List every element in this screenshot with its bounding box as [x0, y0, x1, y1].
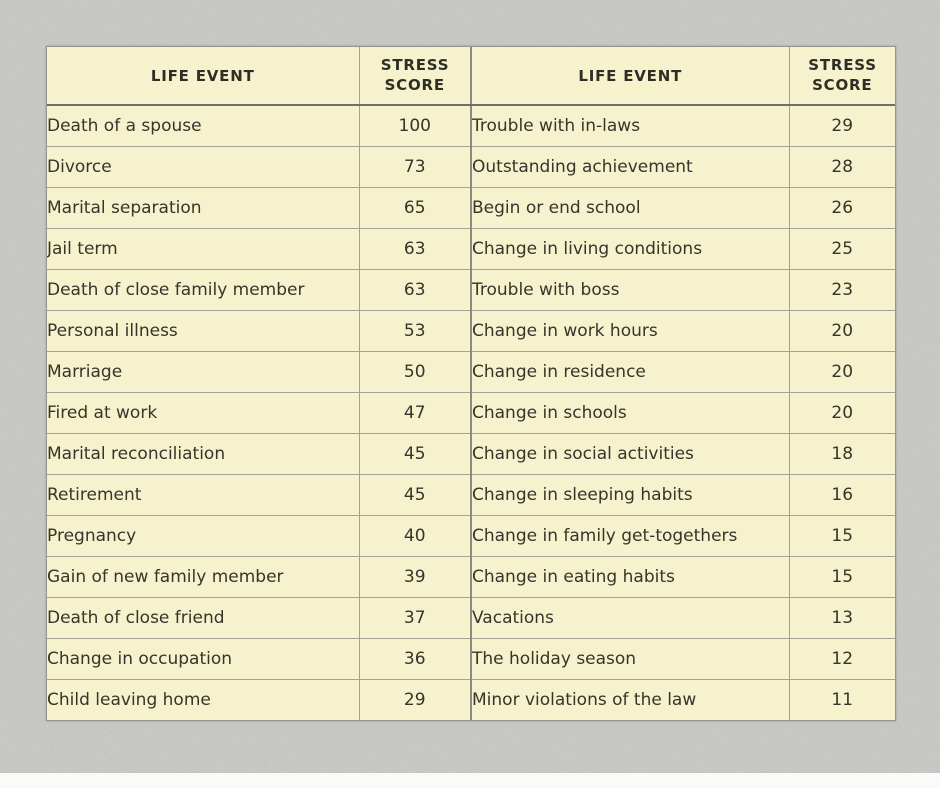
left-event-cell: Jail term: [47, 228, 359, 270]
table-row: Retirement 45 Change in sleeping habits 16: [47, 474, 895, 516]
table-header: LIFE EVENT STRESS SCORE LIFE EVENT STRES…: [47, 47, 895, 106]
left-event-cell: Marital separation: [47, 187, 359, 229]
stress-score-header-left-label: STRESS SCORE: [380, 56, 450, 94]
life-event-header-left: LIFE EVENT: [47, 47, 359, 106]
right-event-cell: Trouble with in-laws: [470, 104, 789, 147]
left-score-cell: 50: [358, 351, 471, 393]
left-event-cell: Marriage: [47, 351, 359, 393]
right-event-cell: Trouble with boss: [470, 269, 789, 311]
left-event-cell: Fired at work: [47, 392, 359, 434]
left-score-cell: 29: [358, 679, 471, 720]
right-score-cell: 20: [788, 351, 895, 393]
right-score-cell: 11: [788, 679, 895, 720]
left-event-cell: Change in occupation: [47, 638, 359, 680]
table-row: Divorce 73 Outstanding achievement 28: [47, 146, 895, 188]
right-event-cell: Change in social activities: [470, 433, 789, 475]
left-score-cell: 45: [358, 474, 471, 516]
right-score-cell: 28: [788, 146, 895, 188]
right-score-cell: 20: [788, 310, 895, 352]
table-row: Death of close family member 63 Trouble wi…: [47, 269, 895, 311]
right-event-cell: Change in residence: [470, 351, 789, 393]
left-score-cell: 100: [358, 104, 471, 147]
right-score-cell: 13: [788, 597, 895, 639]
table-row: Child leaving home 29 Minor violations of …: [47, 679, 895, 720]
right-event-cell: The holiday season: [470, 638, 789, 680]
right-score-cell: 18: [788, 433, 895, 475]
right-event-cell: Change in sleeping habits: [470, 474, 789, 516]
table-row: Marital separation 65 Begin or end school 2…: [47, 187, 895, 229]
left-score-cell: 37: [358, 597, 471, 639]
right-score-cell: 15: [788, 556, 895, 598]
table-row: Personal illness 53 Change in work hours 20: [47, 310, 895, 352]
table-row: Pregnancy 40 Change in family get-together…: [47, 515, 895, 557]
left-event-cell: Death of close friend: [47, 597, 359, 639]
header-row: LIFE EVENT STRESS SCORE LIFE EVENT STRES…: [47, 47, 895, 106]
left-event-cell: Marital reconciliation: [47, 433, 359, 475]
right-event-cell: Minor violations of the law: [470, 679, 789, 720]
left-score-cell: 45: [358, 433, 471, 475]
right-score-cell: 15: [788, 515, 895, 557]
right-score-cell: 29: [788, 104, 895, 147]
stress-score-header-right: STRESS SCORE: [788, 47, 895, 106]
left-event-cell: Death of a spouse: [47, 104, 359, 147]
life-event-header-right: LIFE EVENT: [470, 47, 789, 106]
table-row: Marriage 50 Change in residence 20: [47, 351, 895, 393]
left-event-cell: Gain of new family member: [47, 556, 359, 598]
right-event-cell: Change in family get-togethers: [470, 515, 789, 557]
table-container: LIFE EVENT STRESS SCORE LIFE EVENT STRES…: [46, 46, 896, 721]
right-event-cell: Change in schools: [470, 392, 789, 434]
right-score-cell: 16: [788, 474, 895, 516]
right-score-cell: 26: [788, 187, 895, 229]
right-score-cell: 23: [788, 269, 895, 311]
left-event-cell: Death of close family member: [47, 269, 359, 311]
left-score-cell: 39: [358, 556, 471, 598]
right-score-cell: 25: [788, 228, 895, 270]
bottom-page-margin: [0, 773, 940, 788]
right-event-cell: Change in work hours: [470, 310, 789, 352]
table-row: Jail term 63 Change in living conditions 25: [47, 228, 895, 270]
stress-score-header-right-label: STRESS SCORE: [808, 56, 877, 94]
left-score-cell: 65: [358, 187, 471, 229]
right-event-cell: Change in living conditions: [470, 228, 789, 270]
left-event-cell: Divorce: [47, 146, 359, 188]
table-row: Change in occupation 36 The holiday season…: [47, 638, 895, 680]
right-event-cell: Vacations: [470, 597, 789, 639]
stress-score-header-left: STRESS SCORE: [358, 47, 471, 106]
left-score-cell: 73: [358, 146, 471, 188]
left-score-cell: 63: [358, 228, 471, 270]
left-score-cell: 40: [358, 515, 471, 557]
left-score-cell: 53: [358, 310, 471, 352]
table-row: Fired at work 47 Change in schools 20: [47, 392, 895, 434]
left-event-cell: Retirement: [47, 474, 359, 516]
right-score-cell: 12: [788, 638, 895, 680]
table-body: Death of a spouse 100 Trouble with in-laws…: [47, 104, 895, 720]
right-event-cell: Begin or end school: [470, 187, 789, 229]
right-score-cell: 20: [788, 392, 895, 434]
table-row: Death of close friend 37 Vacations 13: [47, 597, 895, 639]
left-event-cell: Personal illness: [47, 310, 359, 352]
left-event-cell: Pregnancy: [47, 515, 359, 557]
stress-score-table: LIFE EVENT STRESS SCORE LIFE EVENT STRES…: [47, 47, 895, 720]
left-score-cell: 47: [358, 392, 471, 434]
table-row: Death of a spouse 100 Trouble with in-laws…: [47, 104, 895, 147]
left-score-cell: 36: [358, 638, 471, 680]
left-score-cell: 63: [358, 269, 471, 311]
left-event-cell: Child leaving home: [47, 679, 359, 720]
right-event-cell: Outstanding achievement: [470, 146, 789, 188]
table-row: Gain of new family member 39 Change in eat…: [47, 556, 895, 598]
right-event-cell: Change in eating habits: [470, 556, 789, 598]
table-row: Marital reconciliation 45 Change in social…: [47, 433, 895, 475]
